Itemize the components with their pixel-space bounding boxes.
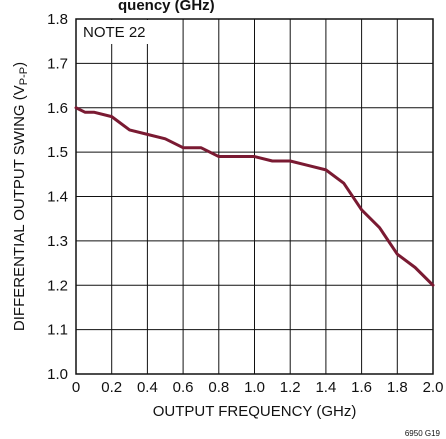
x-tick-label: 1.2 <box>280 379 301 396</box>
x-tick-label: 0.2 <box>101 379 122 396</box>
y-tick-label: 1.3 <box>47 233 68 250</box>
chart-grid <box>76 19 433 374</box>
y-axis-ticks: 1.0 1.1 1.2 1.3 1.4 1.5 1.6 1.7 1.8 <box>47 11 68 383</box>
note-background <box>77 20 167 44</box>
y-axis-title-subscript: P-P <box>18 67 30 85</box>
x-tick-label: 0 <box>72 379 80 396</box>
x-tick-label: 0.4 <box>137 379 158 396</box>
figure-number: 6950 G19 <box>405 429 441 438</box>
series-line <box>74 106 435 287</box>
plot-frame <box>75 18 434 375</box>
x-tick-label: 0.6 <box>173 379 194 396</box>
y-tick-label: 1.5 <box>47 144 68 161</box>
x-axis-title: OUTPUT FREQUENCY (GHz) <box>153 403 357 420</box>
x-tick-label: 1.6 <box>351 379 372 396</box>
y-tick-label: 1.7 <box>47 55 68 72</box>
x-tick-label: 0.8 <box>208 379 229 396</box>
y-axis-title-main: DIFFERENTIAL OUTPUT SWING (V <box>11 85 28 331</box>
y-tick-label: 1.8 <box>47 11 68 28</box>
x-tick-label: 1.8 <box>387 379 408 396</box>
y-axis-title-close: ) <box>11 62 28 67</box>
note-box: NOTE 22 <box>77 20 167 44</box>
chart-title-fragment: quency (GHz) <box>118 0 215 14</box>
x-tick-label: 1.0 <box>244 379 265 396</box>
y-tick-label: 1.4 <box>47 189 68 206</box>
y-tick-label: 1.1 <box>47 322 68 339</box>
y-tick-label: 1.2 <box>47 277 68 294</box>
x-tick-label: 1.4 <box>315 379 336 396</box>
note-label: NOTE 22 <box>83 24 146 41</box>
series-layer <box>74 106 435 287</box>
y-tick-label: 1.6 <box>47 100 68 117</box>
x-axis-ticks: 0 0.2 0.4 0.6 0.8 1.0 1.2 1.4 1.6 1.8 2.0 <box>72 379 444 396</box>
x-tick-label: 2.0 <box>423 379 444 396</box>
y-tick-label: 1.0 <box>47 366 68 383</box>
y-axis-title: DIFFERENTIAL OUTPUT SWING (VP-P) <box>11 62 30 331</box>
